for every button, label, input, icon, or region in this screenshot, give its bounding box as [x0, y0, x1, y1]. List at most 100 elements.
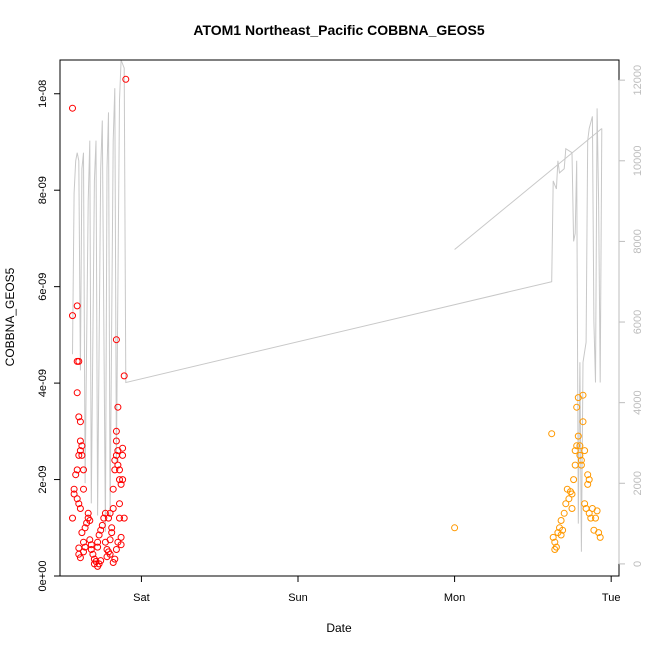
data-point-series-2: [560, 509, 568, 517]
data-point-series-2: [570, 476, 578, 484]
data-point-series-1: [75, 413, 83, 421]
y-tick-label: 6e-09: [37, 273, 49, 301]
data-point-series-2: [577, 461, 585, 469]
data-point-series-1: [80, 485, 87, 493]
data-point-series-1: [119, 476, 127, 484]
x-tick-label: Sun: [288, 592, 308, 604]
data-point-series-1: [111, 555, 119, 563]
data-point-series-2: [579, 391, 587, 399]
right-tick-label: 8000: [632, 229, 644, 253]
data-point-series-1: [70, 485, 78, 493]
data-point-series-2: [557, 517, 565, 524]
data-point-series-1: [80, 548, 87, 556]
data-point-series-1: [75, 451, 83, 459]
data-point-series-2: [595, 529, 603, 537]
data-point-series-1: [105, 514, 112, 522]
data-point-series-1: [122, 75, 130, 83]
data-point-series-2: [574, 432, 582, 440]
data-point-series-1: [69, 312, 76, 320]
data-point-series-1: [80, 466, 87, 474]
data-point-series-2: [593, 507, 601, 515]
altitude-line-layer: [72, 59, 603, 552]
data-point-series-1: [76, 505, 84, 512]
data-point-series-2: [571, 447, 579, 455]
chart-title: ATOM1 Northeast_Pacific COBBNA_GEOS5: [193, 22, 484, 38]
data-point-series-1: [112, 437, 120, 445]
data-point-series-1: [87, 546, 95, 553]
data-point-series-1: [108, 529, 116, 537]
right-tick-label: 12000: [632, 65, 644, 96]
data-point-series-2: [573, 403, 581, 411]
data-point-series-1: [114, 403, 122, 411]
data-point-series-1: [86, 536, 94, 544]
right-tick-label: 0: [632, 561, 644, 567]
plot-frame: [59, 59, 620, 577]
x-tick-label: Sat: [133, 592, 150, 604]
data-point-series-2: [581, 500, 589, 508]
data-point-series-2: [552, 543, 560, 551]
data-point-series-1: [78, 442, 86, 450]
data-point-series-1: [78, 451, 86, 459]
data-point-series-1: [76, 554, 84, 562]
data-point-series-1: [76, 418, 84, 426]
data-point-series-1: [81, 543, 89, 551]
y-axis-label: COBBNA_GEOS5: [3, 267, 17, 366]
data-point-series-2: [576, 442, 584, 450]
data-point-series-1: [69, 514, 76, 522]
data-point-series-1: [109, 505, 117, 512]
data-point-series-1: [72, 471, 80, 479]
right-tick-label: 2000: [632, 471, 644, 495]
data-point-series-2: [551, 538, 559, 546]
data-point-series-1: [119, 444, 127, 452]
data-point-series-1: [109, 485, 117, 493]
data-point-series-2: [584, 471, 592, 479]
data-point-series-1: [119, 451, 127, 459]
data-point-series-1: [81, 524, 89, 532]
data-point-series-1: [98, 521, 106, 529]
data-point-series-1: [109, 559, 117, 566]
data-point-series-2: [584, 480, 592, 488]
data-point-series-2: [585, 509, 593, 517]
x-tick-label: Mon: [444, 592, 465, 604]
data-point-series-2: [587, 514, 595, 522]
data-point-series-1: [80, 538, 87, 546]
data-point-series-2: [573, 442, 581, 450]
data-point-series-1: [106, 550, 114, 558]
data-point-series-1: [69, 104, 76, 112]
right-tick-label: 4000: [632, 390, 644, 414]
data-point-series-2: [585, 476, 593, 484]
data-point-series-1: [95, 531, 103, 539]
data-point-series-2: [568, 505, 576, 512]
y-tick-label: 1e-08: [37, 80, 49, 108]
data-point-series-1: [106, 536, 114, 544]
data-point-series-1: [114, 461, 122, 469]
data-point-series-1: [101, 509, 109, 517]
data-point-series-1: [112, 546, 120, 553]
data-point-series-1: [111, 466, 119, 474]
data-point-series-1: [75, 500, 83, 508]
data-point-series-1: [97, 557, 105, 565]
data-point-series-2: [571, 461, 579, 469]
data-point-series-2: [576, 451, 584, 459]
data-point-series-1: [73, 495, 81, 503]
data-point-series-1: [76, 437, 84, 445]
data-point-series-1: [116, 500, 123, 508]
data-point-series-1: [117, 533, 125, 541]
data-point-series-1: [94, 538, 102, 546]
x-tick-label: Tue: [602, 592, 621, 604]
data-point-series-1: [112, 336, 120, 344]
data-point-series-1: [106, 509, 114, 517]
data-point-series-2: [568, 490, 576, 498]
data-point-series-1: [78, 529, 86, 537]
data-point-series-1: [95, 560, 103, 568]
data-point-series-1: [70, 490, 78, 498]
data-point-series-1: [108, 524, 116, 532]
data-point-series-2: [565, 495, 573, 503]
data-point-series-1: [117, 541, 125, 549]
data-point-series-2: [581, 447, 589, 455]
data-point-series-2: [596, 533, 604, 541]
data-point-series-1: [75, 357, 83, 365]
y-tick-label: 0e+00: [37, 561, 49, 592]
data-point-series-1: [111, 456, 119, 464]
data-point-series-2: [549, 533, 557, 541]
